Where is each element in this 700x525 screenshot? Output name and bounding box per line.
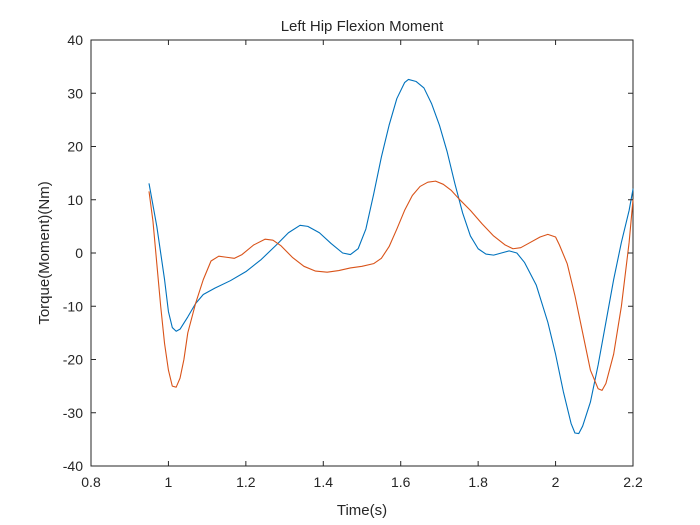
- x-tick-label: 0.8: [81, 474, 101, 490]
- chart-title: Left Hip Flexion Moment: [281, 18, 444, 35]
- x-tick-label: 1.4: [314, 474, 334, 490]
- y-tick-label: -10: [63, 298, 83, 314]
- x-tick-label: 1.6: [391, 474, 411, 490]
- y-tick-label: 20: [67, 139, 83, 155]
- y-tick-label: -20: [63, 352, 83, 368]
- y-axis-label: Torque(Moment)(Nm): [36, 181, 53, 324]
- y-tick-label: 10: [67, 192, 83, 208]
- series-layer: [148, 78, 634, 435]
- y-tick-label: 0: [75, 245, 83, 261]
- y-tick-label: -40: [63, 458, 83, 474]
- y-tick-label: -30: [63, 405, 83, 421]
- plot-area: [90, 39, 634, 467]
- y-axis-ticks: -40 -30 -20 -10 0 10 20 30 40: [63, 32, 633, 474]
- x-axis-ticks: 0.8 1 1.2 1.4 1.6 1.8 2 2.2: [81, 40, 643, 490]
- x-tick-label: 1.8: [468, 474, 488, 490]
- x-tick-label: 2: [552, 474, 560, 490]
- x-tick-label: 1: [165, 474, 173, 490]
- y-tick-label: 30: [67, 85, 83, 101]
- y-tick-label: 40: [67, 32, 83, 48]
- plot-frame: [90, 39, 634, 467]
- x-tick-label: 2.2: [623, 474, 643, 490]
- series-line-2: [148, 180, 634, 391]
- x-axis-label: Time(s): [337, 502, 387, 519]
- series-line-1: [148, 78, 634, 435]
- x-tick-label: 1.2: [236, 474, 256, 490]
